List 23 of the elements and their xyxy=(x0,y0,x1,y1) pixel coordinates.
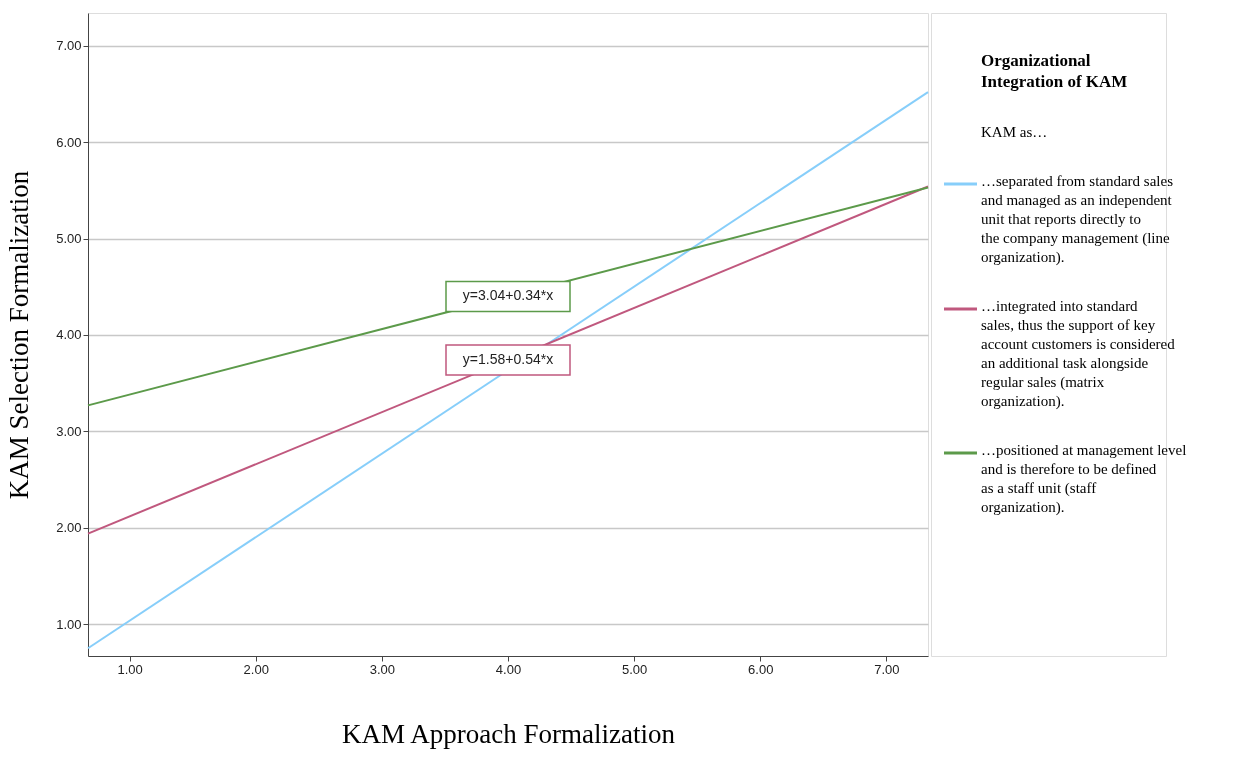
y-tick-label: 6.00 xyxy=(56,134,82,150)
x-tick-label: 7.00 xyxy=(874,661,900,677)
y-tick-label: 3.00 xyxy=(56,423,82,439)
x-axis-title: KAM Approach Formalization xyxy=(342,718,676,749)
annotation: y=1.58+0.54*x xyxy=(462,351,554,368)
legend-label: …separated from standard sales and managed as an independent unit that reports directly to the company management (line organization). xyxy=(981,173,1174,266)
x-tick-label: 1.00 xyxy=(117,661,143,677)
x-tick-label: 3.00 xyxy=(369,661,396,677)
legend-title: Organizational Integration of KAM xyxy=(981,51,1128,91)
x-tick-label: 5.00 xyxy=(621,661,648,677)
annotation: y=3.04+0.34*x xyxy=(462,287,554,304)
y-tick-label: 2.00 xyxy=(56,520,82,536)
text: KAM as… xyxy=(981,124,1048,140)
legend-label: …integrated into standard sales, thus the support of key account customers is considered an additional task alongside regular sales (matrix organization). xyxy=(981,298,1176,410)
y-tick-label: 1.00 xyxy=(56,616,82,632)
y-tick-label: 4.00 xyxy=(56,327,82,343)
x-tick-label: 4.00 xyxy=(495,661,522,677)
legend-label: …positioned at management level and is therefore to be defined as a staff unit (staff organization). xyxy=(981,442,1187,516)
y-tick-label: 7.00 xyxy=(56,38,82,54)
x-tick-label: 6.00 xyxy=(748,661,774,677)
y-tick-label: 5.00 xyxy=(56,231,82,247)
y-axis-title: KAM Selection Formalization xyxy=(4,170,35,500)
x-tick-label: 2.00 xyxy=(243,661,269,677)
